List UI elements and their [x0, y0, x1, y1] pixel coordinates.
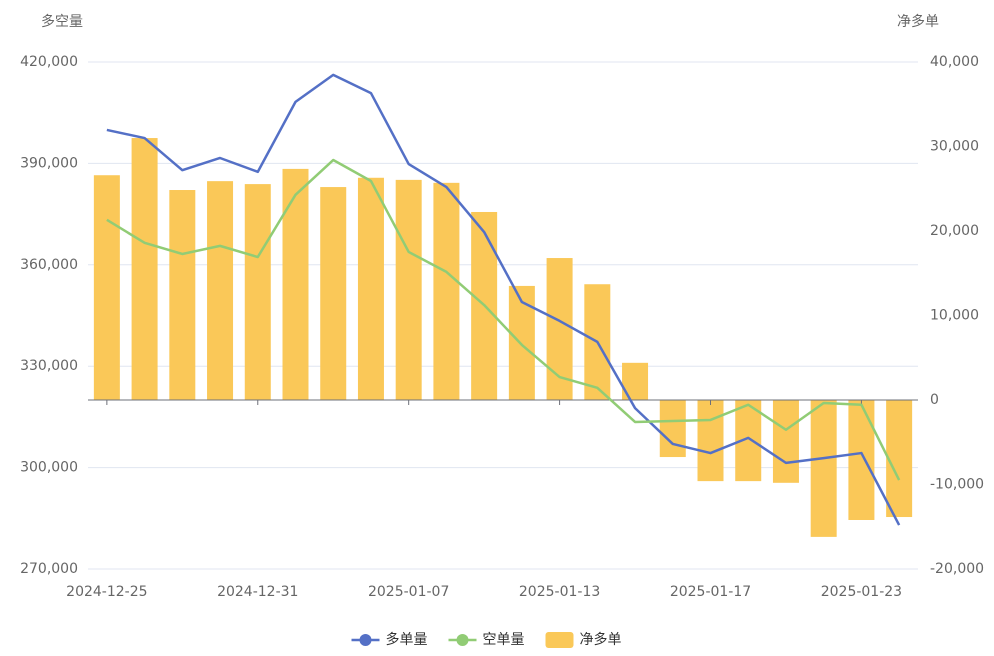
line	[106, 158, 901, 481]
legend-swatch	[545, 632, 574, 648]
x-tick-label: 2024-12-25	[66, 584, 147, 600]
bar	[320, 187, 347, 400]
legend-marker	[359, 634, 372, 646]
x-tick-label: 2025-01-07	[368, 584, 449, 600]
y2-tick-label: 30,000	[930, 139, 979, 155]
y-tick-label: 300,000	[20, 460, 78, 476]
bar	[357, 177, 384, 400]
y-tick-label: 330,000	[20, 358, 78, 374]
bar	[659, 400, 686, 458]
bar	[244, 184, 271, 400]
bar	[810, 400, 837, 537]
y2-tick-label: 0	[930, 392, 939, 408]
y2-axis-title: 净多单	[897, 13, 939, 30]
y2-tick-label: 40,000	[930, 54, 979, 70]
bar	[433, 182, 460, 400]
legend-label: 空单量	[483, 632, 525, 648]
line	[106, 73, 901, 526]
x-tick-label: 2025-01-13	[519, 584, 600, 600]
bar	[848, 400, 875, 520]
y-tick-label: 360,000	[20, 257, 78, 273]
y-tick-label: 270,000	[20, 561, 78, 577]
x-tick-label: 2024-12-31	[217, 584, 298, 600]
y-tick-label: 420,000	[20, 54, 78, 70]
y2-tick-label: -10,000	[930, 477, 984, 493]
x-tick-label: 2025-01-23	[821, 584, 902, 600]
legend-label: 多单量	[386, 631, 428, 648]
legend-label: 净多单	[580, 631, 622, 648]
bar	[886, 400, 913, 518]
bar	[697, 400, 724, 482]
bar	[169, 190, 196, 400]
bar	[207, 181, 234, 400]
y2-tick-label: -20,000	[930, 561, 984, 577]
y-tick-label: 390,000	[20, 155, 78, 171]
y-axis-title: 多空量	[41, 13, 83, 30]
y2-tick-label: 20,000	[930, 223, 979, 239]
bar	[93, 175, 120, 400]
x-tick-label: 2025-01-17	[670, 584, 751, 600]
bar	[395, 179, 422, 400]
bar	[131, 138, 158, 401]
bar	[772, 400, 799, 483]
y2-tick-label: 10,000	[930, 308, 979, 324]
legend-marker	[456, 634, 469, 646]
bar	[282, 168, 309, 400]
